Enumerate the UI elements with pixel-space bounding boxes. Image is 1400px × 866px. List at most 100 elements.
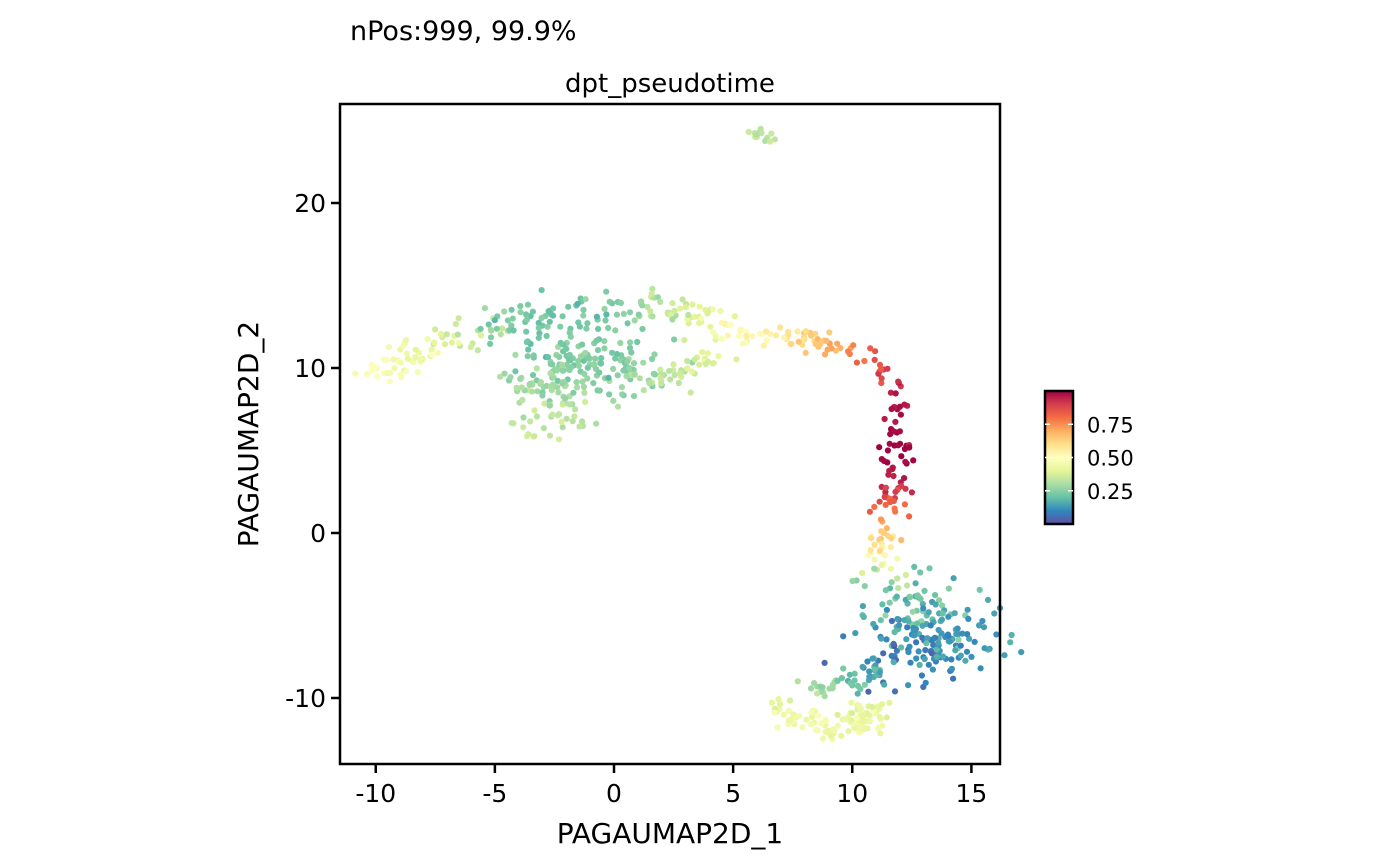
data-point (850, 342, 857, 349)
data-point (696, 320, 703, 327)
data-point (888, 617, 896, 625)
data-point (448, 339, 455, 346)
data-point (575, 357, 582, 365)
data-point (431, 339, 438, 346)
data-point (559, 367, 566, 374)
data-point (704, 310, 711, 317)
data-point (510, 327, 517, 334)
data-point (684, 365, 691, 372)
data-point (892, 418, 899, 425)
data-point (907, 659, 914, 666)
data-point (572, 406, 579, 413)
data-point (878, 528, 885, 535)
data-point (590, 361, 598, 368)
data-point (565, 356, 573, 363)
y-axis-label: PAGAUMAP2D_2 (232, 321, 265, 548)
data-point (919, 622, 926, 629)
data-point (838, 732, 845, 740)
data-point (870, 620, 877, 628)
data-point (780, 711, 787, 718)
data-point (657, 374, 664, 382)
data-point (766, 138, 774, 145)
data-point (497, 331, 504, 338)
data-point (602, 317, 609, 324)
data-point (939, 653, 947, 660)
data-point (517, 303, 524, 310)
data-point (882, 484, 890, 491)
data-point (976, 586, 983, 594)
data-point (640, 359, 647, 366)
data-point (573, 384, 581, 391)
data-point (881, 415, 888, 423)
data-point (487, 340, 494, 347)
data-point (584, 375, 591, 382)
data-point (871, 556, 878, 563)
data-point (639, 325, 646, 333)
data-point (651, 351, 658, 358)
data-point (385, 344, 393, 351)
data-point (671, 336, 678, 343)
data-point (558, 418, 565, 425)
data-point (541, 400, 548, 407)
data-point (576, 423, 583, 430)
data-point (685, 311, 692, 319)
data-point (913, 655, 920, 662)
data-point (529, 308, 537, 315)
data-point (853, 715, 860, 722)
data-point (883, 636, 890, 643)
data-point (617, 299, 625, 307)
data-point (549, 411, 556, 418)
data-point (555, 389, 562, 396)
data-point (933, 646, 940, 653)
data-point (824, 729, 831, 736)
data-point (875, 370, 882, 377)
data-point (902, 571, 910, 579)
data-point (777, 324, 784, 331)
data-point (925, 661, 932, 668)
data-point (555, 411, 563, 418)
y-axis: -10 0 10 20 (285, 189, 340, 713)
data-point (802, 349, 809, 356)
data-point (704, 350, 712, 357)
data-point (799, 724, 806, 731)
data-point (455, 315, 462, 322)
x-axis: -10 -5 0 5 10 15 (355, 764, 987, 808)
data-point (386, 369, 394, 377)
data-point (546, 402, 553, 409)
data-point (640, 387, 647, 394)
data-point (840, 665, 847, 672)
data-point (1007, 639, 1014, 646)
data-point (520, 424, 527, 431)
data-point (374, 373, 381, 380)
data-point (963, 648, 971, 655)
data-point (918, 672, 926, 679)
data-point (757, 330, 764, 337)
data-point (402, 337, 409, 344)
data-point (957, 642, 964, 649)
data-point (681, 337, 688, 344)
data-point (636, 375, 643, 382)
data-point (566, 401, 573, 408)
data-point (887, 565, 895, 572)
data-point (432, 326, 439, 333)
data-point (822, 717, 830, 725)
data-point (818, 720, 825, 727)
data-point (575, 362, 583, 369)
data-point (927, 622, 934, 629)
data-point (533, 365, 540, 372)
data-point (580, 306, 587, 314)
data-point (535, 334, 542, 341)
data-point (864, 552, 871, 559)
data-point (771, 709, 778, 716)
data-point (548, 387, 555, 394)
data-point (887, 389, 895, 396)
data-point (922, 647, 929, 654)
data-point (760, 342, 767, 349)
data-point (592, 355, 599, 362)
data-point (928, 650, 936, 657)
data-point (441, 341, 449, 348)
data-point (631, 317, 638, 324)
data-point (773, 332, 780, 339)
data-point (775, 696, 782, 703)
data-point (550, 381, 557, 388)
